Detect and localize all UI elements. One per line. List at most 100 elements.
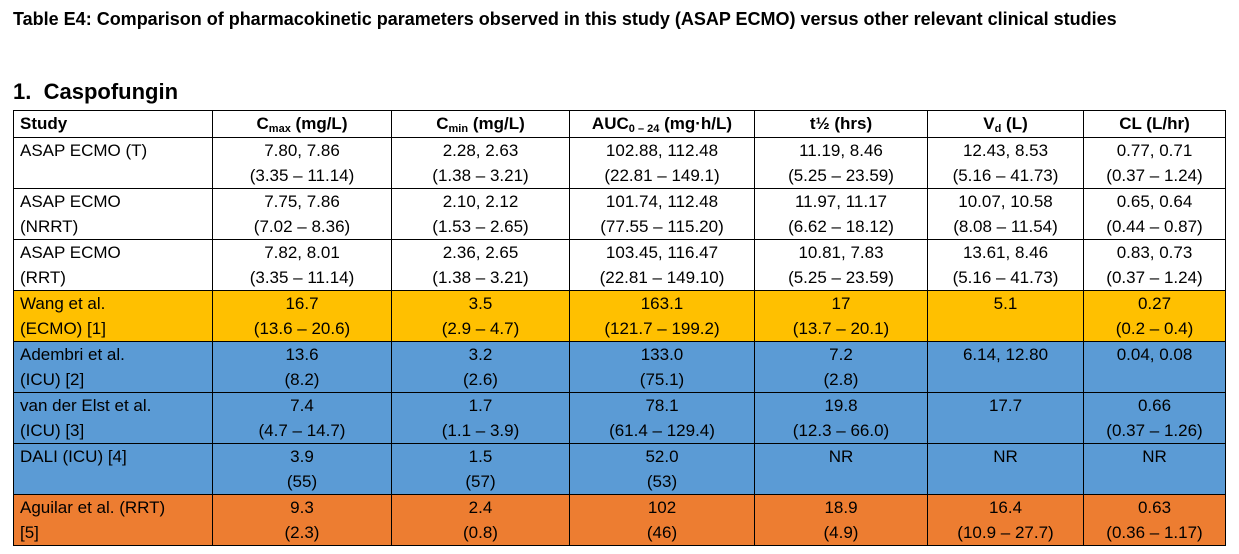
cell-line-value: 3.9 — [290, 447, 314, 466]
cell-line-value: 6.14, 12.80 — [962, 345, 1049, 364]
cell-line-value: 10.81, 7.83 — [798, 243, 884, 262]
cell-line-range — [1090, 469, 1219, 494]
header-auc: AUC0 – 24 (mg·h/L) — [569, 110, 755, 138]
header-clearance: CL (L/hr) — [1083, 110, 1226, 138]
cell-line-value: ASAP ECMO — [20, 243, 121, 262]
cell-line-range: (1.1 – 3.9) — [441, 421, 520, 440]
cell-line-value: NR — [993, 447, 1018, 466]
header-cmin: Cmin (mg/L) — [391, 110, 570, 138]
table-row: DALI (ICU) [4] 3.9 (55) 1.5 (57) 52.0 (53) NR NR… — [13, 443, 1226, 495]
cell-line-value: 13.6 — [285, 345, 319, 364]
cell-line-value: 102.88, 112.48 — [605, 141, 719, 160]
cell-auc: 163.1 (121.7 – 199.2) — [569, 290, 755, 342]
cell-line-value: 2.10, 2.12 — [442, 192, 519, 211]
cell-line-range — [761, 469, 921, 494]
cell-study: ASAP ECMO (RRT) — [13, 239, 213, 291]
cell-line-value: 5.1 — [993, 294, 1018, 313]
cell-line-value: 16.4 — [988, 498, 1023, 517]
cell-line-value: 0.83, 0.73 — [1116, 243, 1193, 262]
cell-cmax: 7.80, 7.86 (3.35 – 11.14) — [212, 137, 392, 189]
cell-half-life: 7.2 (2.8) — [754, 341, 928, 393]
cell-line-range: (22.81 – 149.1) — [604, 166, 720, 185]
cell-line-value: 7.75, 7.86 — [264, 192, 340, 211]
cell-line-value: DALI (ICU) [4] — [20, 447, 127, 466]
cell-cmax: 3.9 (55) — [212, 443, 392, 495]
cell-line-value: 103.45, 116.47 — [605, 243, 719, 262]
cell-line-range: (0.37 – 1.26) — [1106, 421, 1203, 440]
cell-cmin: 3.5 (2.9 – 4.7) — [391, 290, 570, 342]
cell-line-range: (ICU) [3] — [20, 421, 85, 440]
cell-vd: 12.43, 8.53 (5.16 – 41.73) — [927, 137, 1084, 189]
cell-line-range: (0.37 – 1.24) — [1106, 166, 1203, 185]
cell-clearance: NR — [1083, 443, 1226, 495]
cell-cmin: 1.5 (57) — [391, 443, 570, 495]
cell-cmax: 7.4 (4.7 – 14.7) — [212, 392, 392, 444]
cell-line-value: 7.4 — [290, 396, 314, 415]
cell-half-life: 10.81, 7.83 (5.25 – 23.59) — [754, 239, 928, 291]
cell-line-range: (10.9 – 27.7) — [957, 523, 1054, 542]
cell-line-range: (5.25 – 23.59) — [788, 166, 894, 185]
table-row: ASAP ECMO (T) 7.80, 7.86 (3.35 – 11.14) 2.2… — [13, 137, 1226, 189]
cell-line-value: 2.36, 2.65 — [442, 243, 519, 262]
cell-cmin: 2.28, 2.63 (1.38 – 3.21) — [391, 137, 570, 189]
cell-line-value: 1.7 — [468, 396, 493, 415]
cell-line-range — [20, 163, 206, 188]
cell-line-range: (12.3 – 66.0) — [792, 421, 890, 440]
cell-line-value: 133.0 — [640, 345, 684, 364]
cell-line-range: (0.44 – 0.87) — [1106, 217, 1203, 236]
section-title: Caspofungin — [43, 79, 179, 104]
table-row: ASAP ECMO (NRRT) 7.75, 7.86 (7.02 – 8.36) 2.… — [13, 188, 1226, 240]
cell-line-range: (55) — [286, 472, 318, 491]
cell-line-value: NR — [1142, 447, 1167, 466]
cell-line-value: 17 — [831, 294, 851, 313]
cell-line-range: (4.9) — [823, 523, 859, 542]
cell-line-value: 101.74, 112.48 — [605, 192, 719, 211]
table-caption: Table E4: Comparison of pharmacokinetic … — [13, 9, 1117, 29]
cell-line-value: 7.80, 7.86 — [264, 141, 340, 160]
cell-line-range: (1.53 – 2.65) — [432, 217, 529, 236]
cell-line-value: 7.82, 8.01 — [264, 243, 340, 262]
cell-line-range: [5] — [20, 523, 39, 542]
cell-line-range — [934, 469, 1077, 494]
cell-clearance: 0.27 (0.2 – 0.4) — [1083, 290, 1226, 342]
cell-line-value: 3.2 — [468, 345, 493, 364]
cell-line-value: 0.65, 0.64 — [1116, 192, 1193, 211]
cell-line-value: 16.7 — [285, 294, 319, 313]
cell-line-range: (6.62 – 18.12) — [788, 217, 894, 236]
cell-cmin: 2.4 (0.8) — [391, 494, 570, 546]
table-header-row: Study Cmax (mg/L) Cmin (mg/L) AUC0 – 24 … — [13, 110, 1226, 138]
cell-study: Aguilar et al. (RRT) [5] — [13, 494, 213, 546]
cell-cmax: 7.75, 7.86 (7.02 – 8.36) — [212, 188, 392, 240]
cell-line-value: Wang et al. — [20, 294, 106, 313]
cell-line-range: (77.55 – 115.20) — [600, 217, 724, 236]
cell-line-range: (ECMO) [1] — [20, 319, 106, 338]
table-row: Adembri et al. (ICU) [2] 13.6 (8.2) 3.2 (2.6)… — [13, 341, 1226, 393]
cell-line-range: (5.16 – 41.73) — [952, 166, 1059, 185]
cell-line-range: (3.35 – 11.14) — [249, 268, 355, 287]
cell-line-range: (13.7 – 20.1) — [792, 319, 890, 338]
cell-line-range — [20, 469, 206, 494]
cell-line-value: 13.61, 8.46 — [962, 243, 1049, 262]
cell-line-value: 12.43, 8.53 — [962, 141, 1049, 160]
cell-line-range: (0.8) — [463, 523, 498, 542]
cell-vd: 13.61, 8.46 (5.16 – 41.73) — [927, 239, 1084, 291]
cell-cmin: 2.36, 2.65 (1.38 – 3.21) — [391, 239, 570, 291]
cell-line-range: (4.7 – 14.7) — [258, 421, 346, 440]
cell-line-value: 17.7 — [988, 396, 1023, 415]
cell-line-value: 163.1 — [640, 294, 684, 313]
cell-auc: 101.74, 112.48 (77.55 – 115.20) — [569, 188, 755, 240]
cell-line-value: 1.5 — [468, 447, 493, 466]
cell-line-value: van der Elst et al. — [20, 396, 152, 415]
cell-cmin: 1.7 (1.1 – 3.9) — [391, 392, 570, 444]
cell-line-value: Aguilar et al. (RRT) — [20, 498, 166, 517]
cell-line-value: 2.4 — [468, 498, 493, 517]
cell-line-value: Adembri et al. — [20, 345, 125, 364]
cell-line-range: (0.2 – 0.4) — [1115, 319, 1194, 338]
table-row: ASAP ECMO (RRT) 7.82, 8.01 (3.35 – 11.14) 2.… — [13, 239, 1226, 291]
pk-comparison-table: Study Cmax (mg/L) Cmin (mg/L) AUC0 – 24 … — [13, 110, 1226, 546]
cell-line-range: (3.35 – 11.14) — [249, 166, 355, 185]
cell-auc: 52.0 (53) — [569, 443, 755, 495]
section-heading: 1. Caspofungin — [13, 79, 178, 105]
cell-auc: 102 (46) — [569, 494, 755, 546]
cell-line-value: 0.04, 0.08 — [1116, 345, 1193, 364]
